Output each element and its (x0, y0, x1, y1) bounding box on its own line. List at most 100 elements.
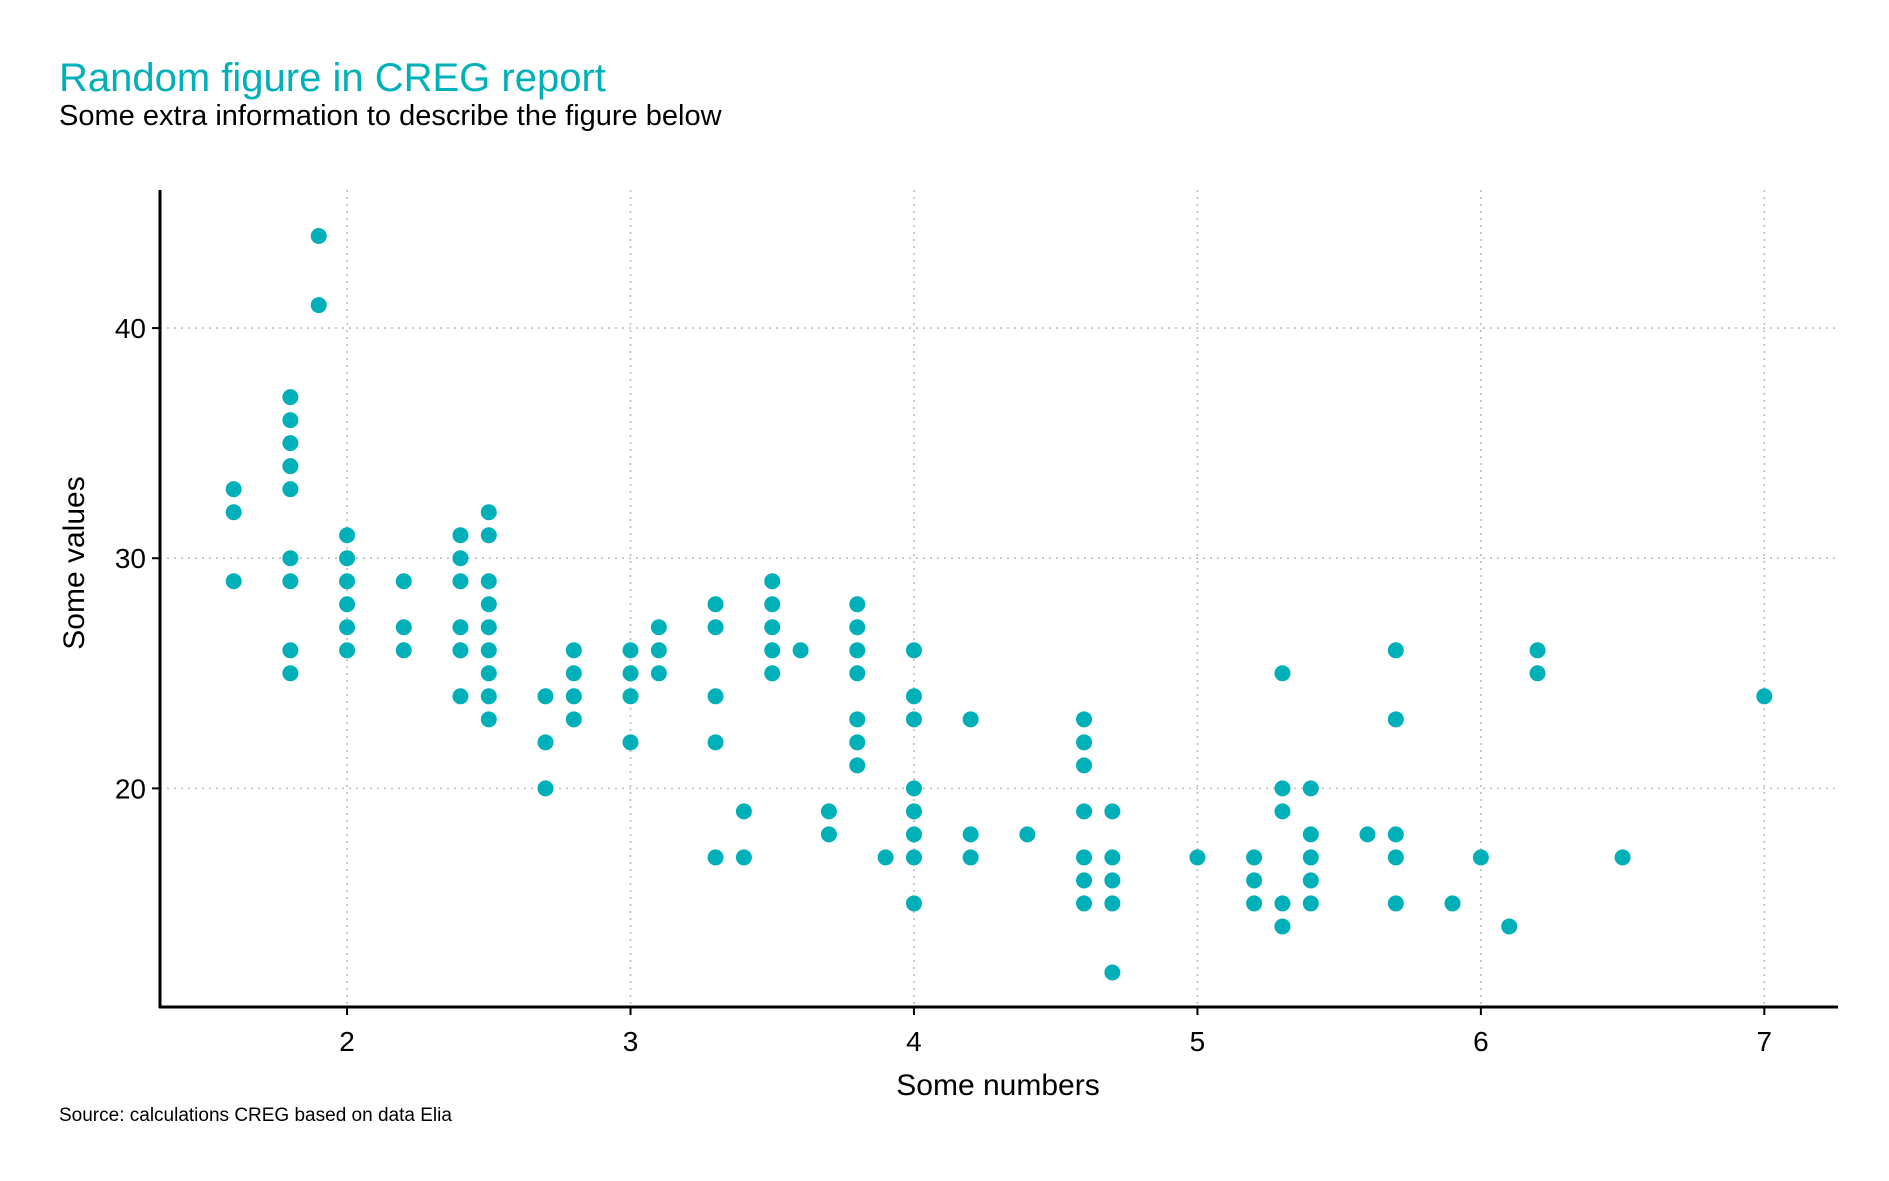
data-point (225, 573, 242, 590)
data-point (452, 688, 469, 705)
data-point (622, 665, 639, 682)
data-point (764, 596, 781, 613)
data-point (849, 642, 866, 659)
data-point (905, 780, 922, 797)
data-point (1274, 665, 1291, 682)
data-point (339, 619, 356, 636)
data-point (764, 665, 781, 682)
data-point (1302, 780, 1319, 797)
data-point (905, 711, 922, 728)
data-point (820, 803, 837, 820)
data-point (1387, 642, 1404, 659)
data-point (395, 619, 412, 636)
data-point (282, 642, 299, 659)
chart-title: Random figure in CREG report (59, 56, 606, 100)
data-point (905, 803, 922, 820)
data-point (650, 619, 667, 636)
data-point (1104, 964, 1121, 981)
source-caption: Source: calculations CREG based on data … (59, 1105, 452, 1126)
data-point (565, 665, 582, 682)
data-point (707, 688, 724, 705)
data-point (452, 573, 469, 590)
data-point (1076, 872, 1093, 889)
data-point (339, 573, 356, 590)
data-point (282, 458, 299, 475)
data-point (1387, 895, 1404, 912)
x-axis-label: Some numbers (896, 1069, 1099, 1102)
data-point (452, 550, 469, 567)
data-point (707, 849, 724, 866)
grid-lines (160, 190, 1838, 1007)
data-point (282, 665, 299, 682)
data-point (622, 734, 639, 751)
data-point (1104, 872, 1121, 889)
data-point (849, 711, 866, 728)
data-point (1104, 803, 1121, 820)
data-point (1472, 849, 1489, 866)
data-point (1444, 895, 1461, 912)
data-point (395, 573, 412, 590)
data-point (1246, 895, 1263, 912)
data-point (282, 435, 299, 452)
data-point (735, 803, 752, 820)
data-point (1019, 826, 1036, 843)
data-point (962, 849, 979, 866)
y-axis-label: Some values (58, 476, 91, 649)
data-point (707, 734, 724, 751)
chart-subtitle: Some extra information to describe the f… (59, 100, 722, 132)
data-point (707, 596, 724, 613)
data-point (537, 780, 554, 797)
data-point (792, 642, 809, 659)
x-tick-label: 4 (906, 1026, 922, 1057)
data-point (480, 573, 497, 590)
data-point (282, 412, 299, 429)
data-point (282, 389, 299, 406)
data-point (1076, 803, 1093, 820)
data-point (480, 642, 497, 659)
data-point (395, 642, 412, 659)
y-tick-label: 40 (115, 313, 146, 344)
data-point (650, 642, 667, 659)
data-point (1274, 918, 1291, 935)
data-point (1529, 642, 1546, 659)
data-point (480, 711, 497, 728)
axes (152, 190, 1838, 1015)
data-point (480, 665, 497, 682)
data-point (1076, 711, 1093, 728)
data-point (480, 596, 497, 613)
data-point (849, 734, 866, 751)
data-point (1302, 849, 1319, 866)
data-point (225, 481, 242, 498)
data-point (1359, 826, 1376, 843)
data-point (282, 550, 299, 567)
x-tick-label: 6 (1473, 1026, 1489, 1057)
data-point (225, 504, 242, 521)
data-point (452, 642, 469, 659)
data-point (764, 642, 781, 659)
data-point (1104, 849, 1121, 866)
data-point (1189, 849, 1206, 866)
data-point (962, 826, 979, 843)
data-point (537, 734, 554, 751)
data-point (565, 711, 582, 728)
data-point (849, 619, 866, 636)
data-point (707, 619, 724, 636)
x-tick-label: 5 (1190, 1026, 1206, 1057)
data-point (905, 895, 922, 912)
data-point (1274, 780, 1291, 797)
data-point (310, 228, 327, 245)
data-point (1246, 849, 1263, 866)
data-point (1387, 711, 1404, 728)
data-point (452, 619, 469, 636)
data-point (905, 642, 922, 659)
data-point (1274, 895, 1291, 912)
data-point (480, 619, 497, 636)
tick-labels: 2 3 4 5 6 7 20 30 40 (115, 313, 1772, 1057)
data-point (1076, 757, 1093, 774)
data-point (820, 826, 837, 843)
data-point (905, 826, 922, 843)
data-point (452, 527, 469, 544)
data-point (339, 596, 356, 613)
data-point (1302, 895, 1319, 912)
data-point (1387, 826, 1404, 843)
